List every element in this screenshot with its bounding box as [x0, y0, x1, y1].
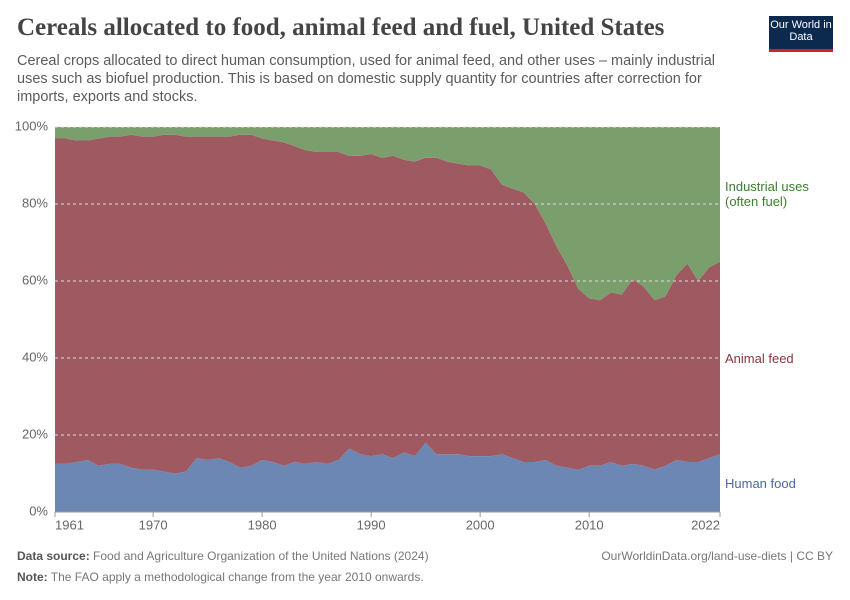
y-tick-label: 20% [22, 426, 48, 441]
y-tick-label: 80% [22, 195, 48, 210]
x-tick-label: 2000 [466, 517, 495, 532]
x-tick-label: 1961 [55, 517, 84, 532]
y-tick-label: 40% [22, 349, 48, 364]
area [55, 134, 720, 474]
note-label: Note: [17, 570, 48, 584]
logo[interactable]: Our World in Data [769, 16, 833, 52]
x-tick-label: 1980 [248, 517, 277, 532]
note: Note: The FAO apply a methodological cha… [17, 570, 424, 584]
url[interactable]: OurWorldinData.org/land-use-diets | CC B… [601, 549, 833, 563]
chart-subtitle: Cereal crops allocated to direct human c… [17, 53, 715, 105]
y-tick-label: 100% [15, 118, 49, 133]
area [55, 442, 720, 512]
x-tick-label: 1970 [139, 517, 168, 532]
source-text: Food and Agriculture Organization of the… [93, 549, 429, 563]
chart-title: Cereals allocated to food, animal feed a… [17, 14, 665, 41]
legend-label: Human food [725, 475, 796, 491]
x-tick-label: 1990 [357, 517, 386, 532]
note-text: The FAO apply a methodological change fr… [50, 570, 424, 584]
legend-label: Industrial uses (often fuel) [725, 179, 809, 210]
source-label: Data source: [17, 549, 90, 563]
x-tick-label: 2022 [691, 517, 720, 532]
y-tick-label: 0% [29, 503, 48, 518]
area [55, 127, 720, 301]
y-tick-label: 60% [22, 272, 48, 287]
x-tick-label: 2010 [575, 517, 604, 532]
legend-label: Animal feed [725, 350, 794, 366]
source: Data source: Food and Agriculture Organi… [17, 549, 429, 563]
